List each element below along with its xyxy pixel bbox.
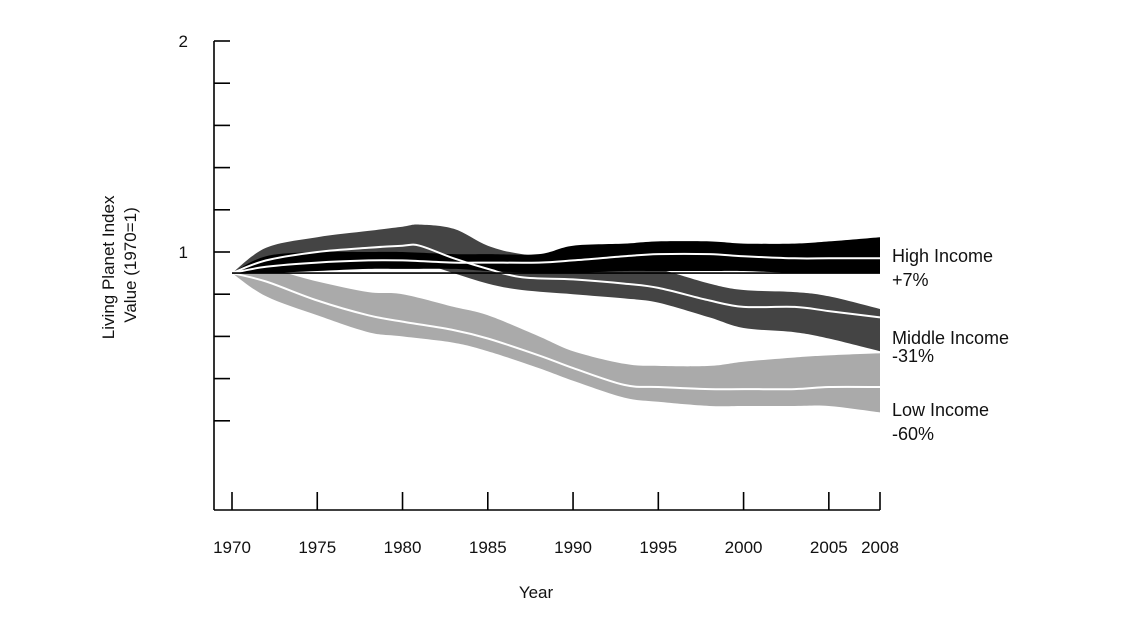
x-tick-label: 1990 bbox=[554, 538, 592, 557]
high-income-change-label: +7% bbox=[892, 270, 929, 290]
confidence-bands bbox=[232, 224, 880, 413]
series-labels: Low Income -60% Middle Income-31% High Inco… bbox=[892, 246, 1009, 444]
x-tick-label: 2005 bbox=[810, 538, 848, 557]
low-income-band bbox=[232, 268, 880, 413]
middle-income-change-label: -31% bbox=[892, 346, 934, 366]
low-income-change-label: -60% bbox=[892, 424, 934, 444]
x-tick-label: 2008 bbox=[861, 538, 899, 557]
x-tick-label: 1985 bbox=[469, 538, 507, 557]
middle-income-line bbox=[231, 243, 881, 319]
high-income-band bbox=[232, 237, 880, 274]
high-income-label: High Income bbox=[892, 246, 993, 266]
axes: 1 2 1970 1975 1980 1985 1990 1995 2000 2005 2008 bbox=[179, 32, 899, 557]
low-income-label: Low Income bbox=[892, 400, 989, 420]
y-axis-title-line-1: Living Planet Index bbox=[99, 195, 118, 339]
low-income-line bbox=[231, 272, 881, 391]
x-tick-label: 1980 bbox=[384, 538, 422, 557]
high-income-line bbox=[231, 252, 880, 275]
x-tick-label: 1970 bbox=[213, 538, 251, 557]
middle-income-label: Middle Income bbox=[892, 328, 1009, 348]
y-axis-title: Living Planet Index Value (1970=1) bbox=[99, 191, 140, 339]
x-tick-label: 1975 bbox=[298, 538, 336, 557]
x-tick-label: 2000 bbox=[725, 538, 763, 557]
y-tick-label: 2 bbox=[179, 32, 188, 51]
y-tick-label: 1 bbox=[179, 243, 188, 262]
y-axis-title-line-2: Value (1970=1) bbox=[121, 207, 140, 322]
x-axis-title: Year bbox=[519, 583, 554, 602]
x-tick-label: 1995 bbox=[639, 538, 677, 557]
trend-lines bbox=[231, 243, 881, 391]
